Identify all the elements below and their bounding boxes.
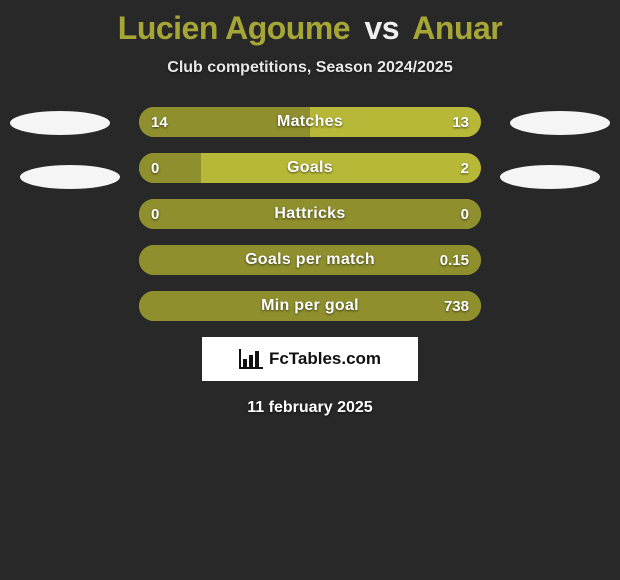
stat-bar: 14Matches13	[139, 107, 481, 137]
player2-name: Anuar	[412, 10, 502, 46]
stat-bar: 0Goals2	[139, 153, 481, 183]
stat-value-right: 2	[461, 153, 469, 183]
player1-ellipse-mid	[20, 165, 120, 189]
stat-label: Matches	[139, 107, 481, 137]
bar-chart-icon	[239, 349, 263, 369]
stat-bar: Min per goal738	[139, 291, 481, 321]
stat-value-right: 0.15	[440, 245, 469, 275]
player2-ellipse-mid	[500, 165, 600, 189]
vs-text: vs	[364, 10, 399, 46]
stat-label: Min per goal	[139, 291, 481, 321]
stat-value-right: 738	[444, 291, 469, 321]
page-title: Lucien Agoume vs Anuar	[0, 0, 620, 47]
stat-bar: Goals per match0.15	[139, 245, 481, 275]
stat-value-right: 13	[452, 107, 469, 137]
stat-value-right: 0	[461, 199, 469, 229]
stat-label: Goals per match	[139, 245, 481, 275]
stat-label: Hattricks	[139, 199, 481, 229]
stat-bar: 0Hattricks0	[139, 199, 481, 229]
subtitle: Club competitions, Season 2024/2025	[0, 59, 620, 77]
branding-text: FcTables.com	[269, 349, 381, 369]
footer-date: 11 february 2025	[0, 399, 620, 417]
bars-container: 14Matches130Goals20Hattricks0Goals per m…	[139, 107, 481, 321]
stat-label: Goals	[139, 153, 481, 183]
player1-ellipse-top	[10, 111, 110, 135]
player1-name: Lucien Agoume	[118, 10, 350, 46]
comparison-area: 14Matches130Goals20Hattricks0Goals per m…	[0, 107, 620, 321]
player2-ellipse-top	[510, 111, 610, 135]
branding-box: FcTables.com	[202, 337, 418, 381]
